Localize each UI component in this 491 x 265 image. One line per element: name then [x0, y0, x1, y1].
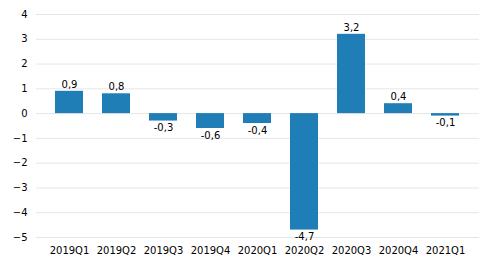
svg-text:1: 1: [21, 83, 27, 94]
svg-text:3: 3: [21, 33, 27, 44]
svg-text:0,8: 0,8: [109, 81, 125, 92]
svg-text:−3: −3: [13, 182, 28, 193]
svg-text:-0,1: -0,1: [436, 117, 456, 128]
svg-text:0,9: 0,9: [62, 79, 78, 90]
svg-text:2020Q4: 2020Q4: [379, 245, 419, 256]
svg-text:0,4: 0,4: [391, 91, 407, 102]
svg-text:−4: −4: [13, 207, 28, 218]
svg-text:2020Q2: 2020Q2: [285, 245, 325, 256]
svg-text:2019Q2: 2019Q2: [97, 245, 137, 256]
svg-text:2021Q1: 2021Q1: [426, 245, 466, 256]
svg-text:2019Q1: 2019Q1: [50, 245, 90, 256]
svg-text:−5: −5: [13, 232, 28, 243]
svg-text:2020Q1: 2020Q1: [238, 245, 278, 256]
svg-text:-4,7: -4,7: [295, 231, 315, 242]
svg-text:-0,6: -0,6: [201, 130, 221, 141]
svg-text:−1: −1: [13, 133, 28, 144]
svg-text:2019Q3: 2019Q3: [144, 245, 184, 256]
svg-text:2: 2: [21, 58, 27, 69]
svg-text:2020Q3: 2020Q3: [332, 245, 372, 256]
svg-text:3,2: 3,2: [344, 22, 360, 33]
svg-text:0: 0: [21, 108, 27, 119]
svg-text:−2: −2: [13, 157, 28, 168]
svg-text:-0,4: -0,4: [248, 125, 268, 136]
svg-text:2019Q4: 2019Q4: [191, 245, 231, 256]
svg-text:-0,3: -0,3: [154, 122, 174, 133]
svg-text:4: 4: [21, 9, 27, 20]
